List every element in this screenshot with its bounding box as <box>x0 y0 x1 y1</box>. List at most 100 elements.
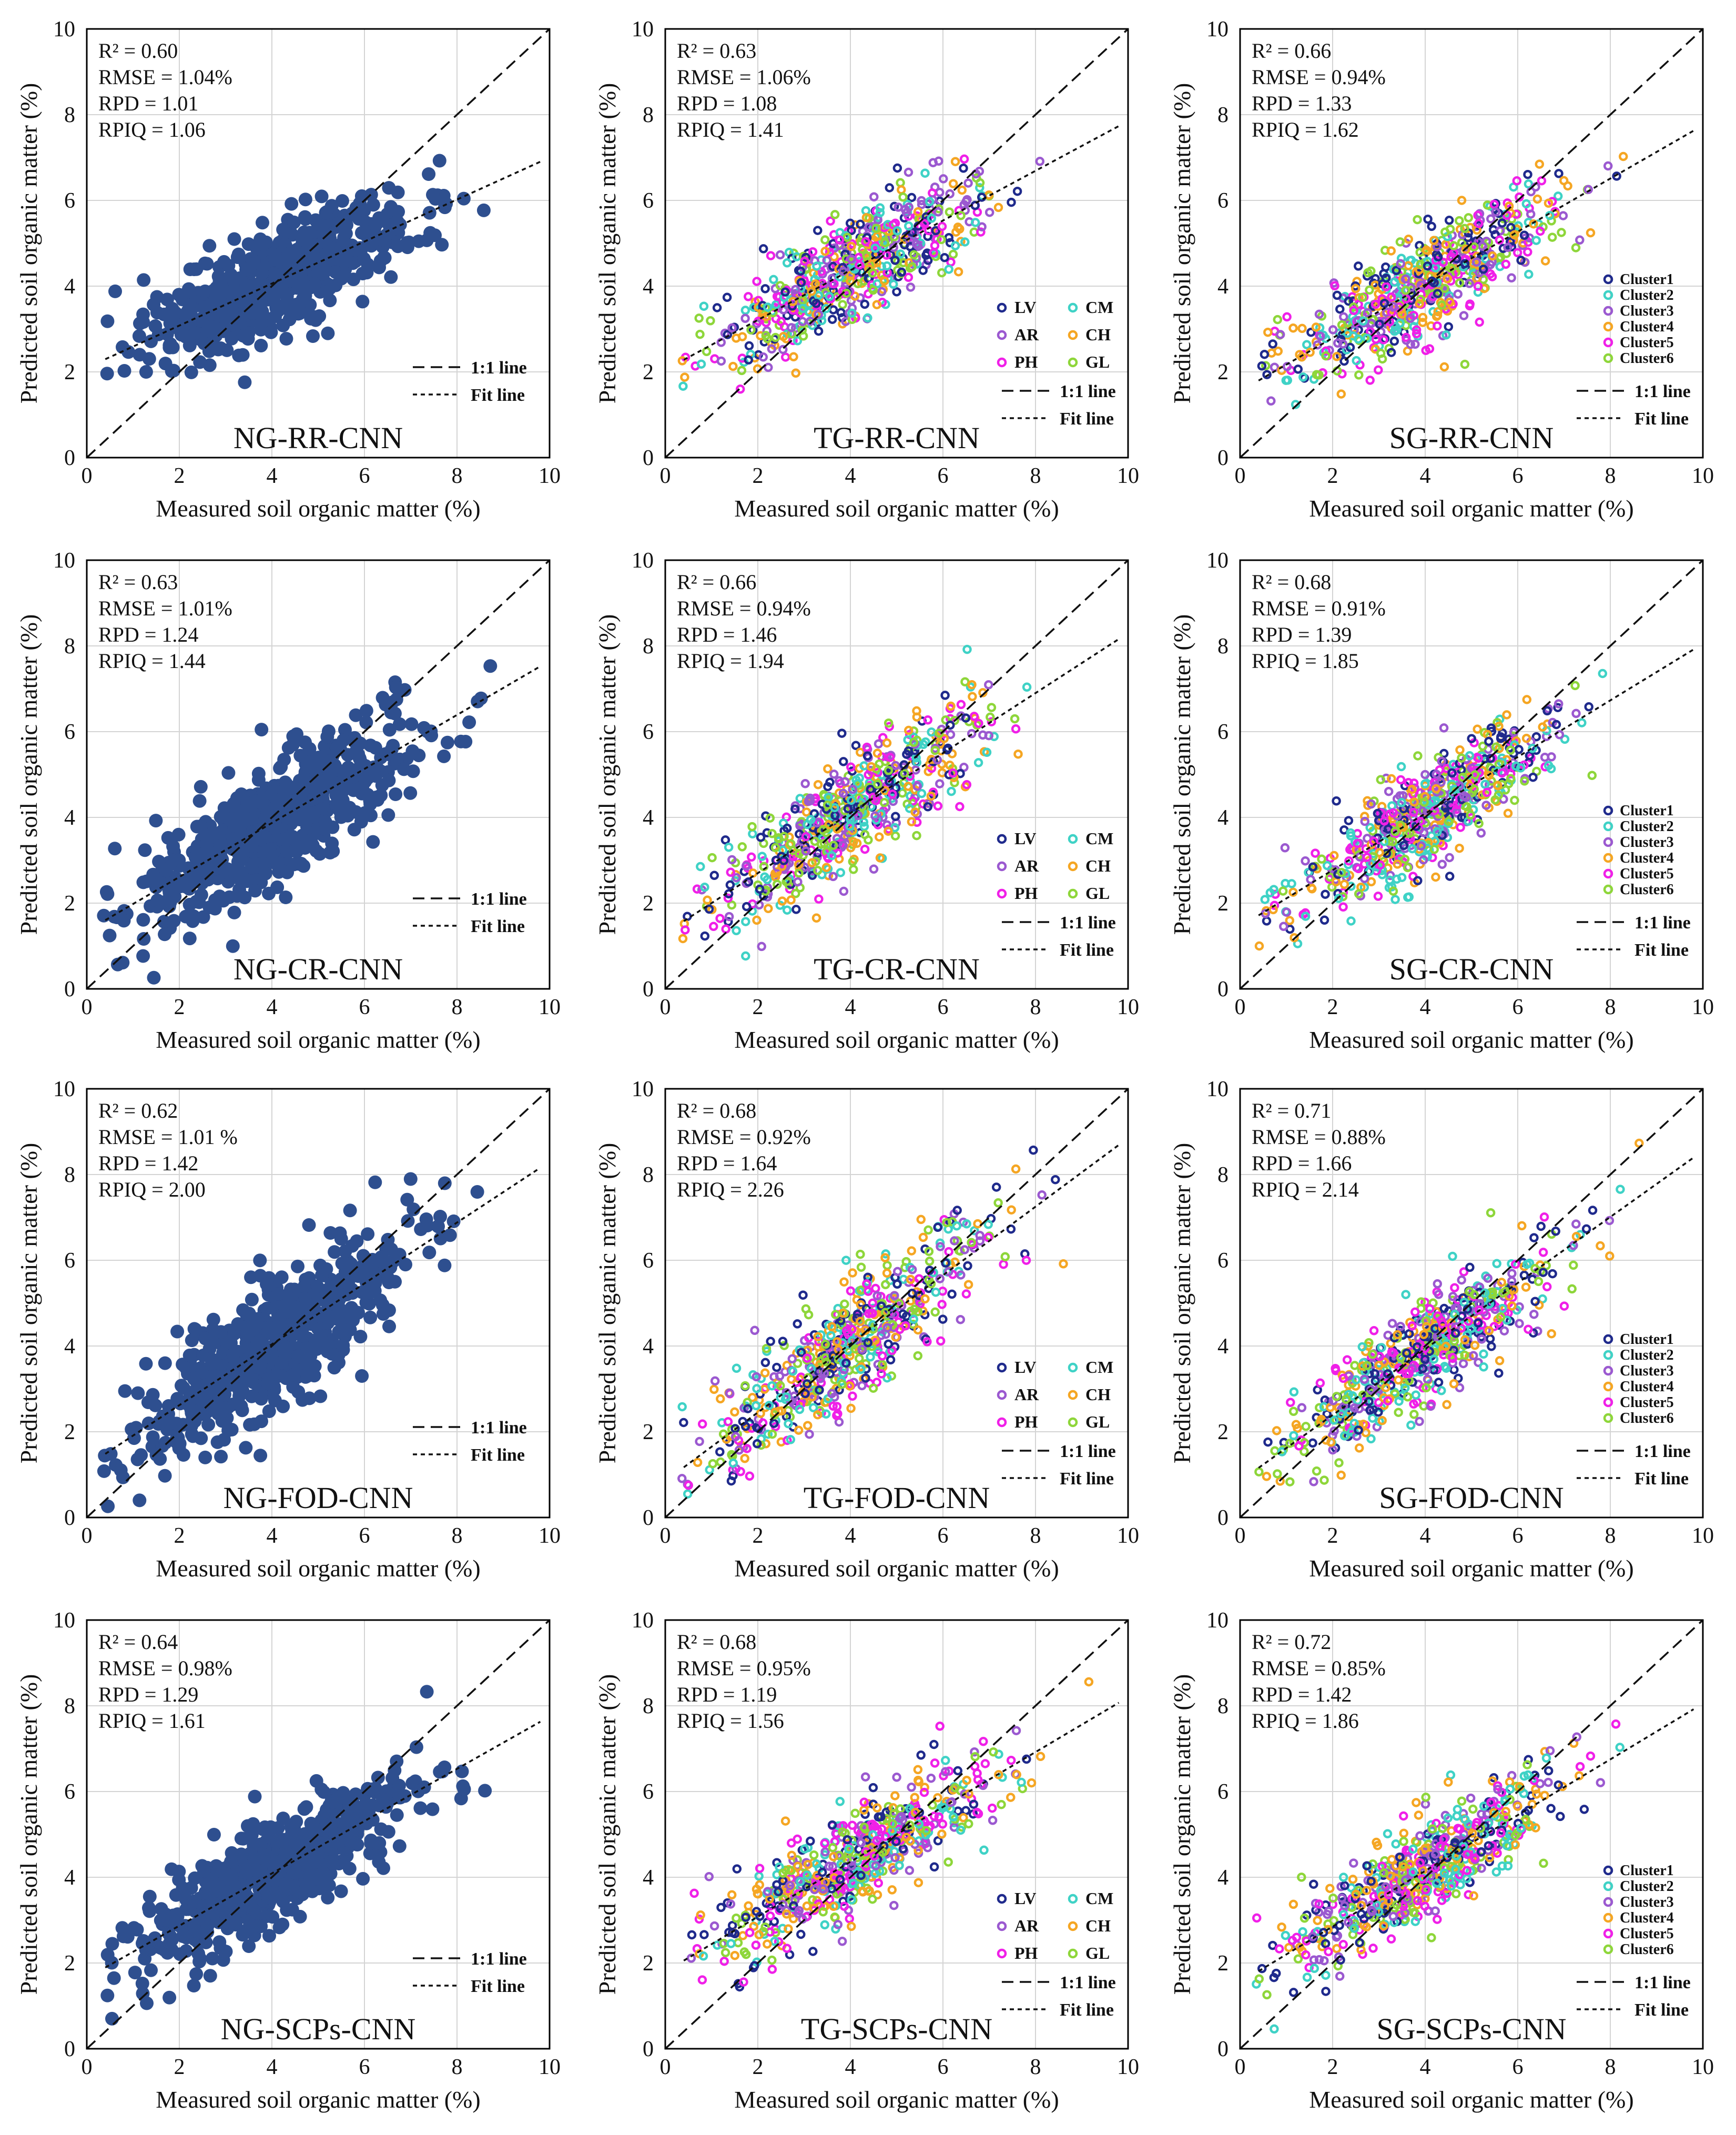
data-point <box>255 1414 268 1429</box>
data-point-cluster3 <box>1363 308 1373 318</box>
data-point-cm <box>883 220 893 229</box>
data-point <box>391 185 405 199</box>
data-point-ph <box>999 1259 1008 1269</box>
data-point-cm <box>769 275 778 285</box>
data-point-ar <box>724 912 734 922</box>
legend-label-ph: PH <box>1014 884 1038 903</box>
data-point-gl <box>779 832 789 841</box>
data-point-ch <box>759 1384 769 1394</box>
data-point <box>424 724 438 738</box>
stat-line: RPD = 1.33 <box>1252 92 1352 115</box>
data-point-gl <box>956 211 966 220</box>
data-point-gl <box>820 235 830 245</box>
legend-label-fit-line: Fit line <box>1060 940 1114 960</box>
data-point-cluster6 <box>1366 266 1376 276</box>
data-point <box>347 272 361 287</box>
data-point-ph <box>772 291 782 301</box>
data-point-lv <box>889 201 899 211</box>
data-point-gl <box>849 865 858 874</box>
data-point-ch <box>703 895 712 905</box>
data-point-cluster5 <box>1321 346 1331 356</box>
data-point <box>320 285 334 299</box>
data-point <box>208 902 222 916</box>
data-point <box>276 318 290 332</box>
data-point-ar <box>814 309 824 319</box>
data-point-ar <box>767 344 777 354</box>
data-point-ar <box>977 222 987 231</box>
data-point-cluster3 <box>1583 185 1593 195</box>
data-point <box>239 262 253 277</box>
data-point-ar <box>917 196 926 206</box>
data-point-cluster4 <box>1288 323 1298 333</box>
data-point-ch <box>807 287 816 296</box>
data-point-ar <box>869 864 879 874</box>
data-point <box>318 815 332 829</box>
data-point-cluster4 <box>1263 327 1273 337</box>
data-point-cluster6 <box>1460 359 1470 369</box>
data-point-lv <box>679 1418 688 1428</box>
x-tick-label: 4 <box>267 995 278 1019</box>
data-points <box>1257 151 1628 409</box>
data-point-ch <box>884 826 893 836</box>
data-point-ar <box>758 352 768 362</box>
x-tick-label: 6 <box>938 464 949 488</box>
data-point-cluster3 <box>1419 828 1429 837</box>
data-point-cm <box>882 261 892 271</box>
data-point-cluster3 <box>1558 211 1568 220</box>
data-point-cluster4 <box>1285 916 1295 925</box>
legend-marker-cluster3 <box>1603 837 1613 847</box>
data-point-cluster4 <box>1522 695 1532 704</box>
data-point-cluster6 <box>1464 213 1474 222</box>
data-point-ch <box>918 1232 928 1242</box>
data-points <box>100 154 491 389</box>
stat-line: R² = 0.62 <box>98 1099 178 1122</box>
data-point-ar <box>857 1381 867 1391</box>
data-point-cluster6 <box>1376 775 1386 785</box>
data-point-ar <box>805 1429 814 1439</box>
data-point-cluster1 <box>1414 269 1424 279</box>
data-point-ch <box>913 207 923 217</box>
data-point-cluster3 <box>1507 273 1516 283</box>
data-point-lv <box>940 252 949 262</box>
x-axis-label: Measured soil organic matter (%) <box>734 495 1059 522</box>
x-tick-label: 4 <box>845 464 856 488</box>
y-tick-label: 4 <box>64 275 75 299</box>
data-point <box>210 1435 225 1449</box>
data-point-ar <box>894 203 903 212</box>
data-point-ph <box>726 867 736 877</box>
data-point <box>133 1493 147 1507</box>
data-point-cluster2 <box>1395 318 1405 328</box>
data-point-cluster5 <box>1537 176 1547 186</box>
legend-label-ch: CH <box>1085 325 1111 344</box>
y-tick-label: 10 <box>632 17 654 42</box>
data-point <box>166 839 180 854</box>
data-point <box>254 1392 268 1406</box>
data-point-cluster1 <box>1506 222 1516 232</box>
data-point <box>187 1372 201 1386</box>
data-point-cluster1 <box>1467 734 1476 743</box>
legend-label-one-to-one-line: 1:1 line <box>1635 913 1691 933</box>
data-point <box>304 833 318 847</box>
data-point-cluster2 <box>1521 199 1531 209</box>
data-point-gl <box>948 249 958 259</box>
data-point <box>357 225 371 239</box>
data-point-ar <box>775 1371 785 1381</box>
data-point-ch <box>1011 1164 1021 1174</box>
data-point-gl <box>864 835 873 845</box>
data-point-lv <box>933 1222 942 1232</box>
data-point <box>158 927 172 942</box>
y-tick-label: 6 <box>64 720 75 744</box>
data-point-cluster4 <box>1418 318 1428 327</box>
data-point-ar <box>793 877 803 887</box>
data-point-lv <box>886 250 896 260</box>
data-point-cm <box>798 303 808 313</box>
data-point <box>361 257 375 271</box>
data-point-gl <box>830 210 840 219</box>
data-point-ph <box>745 1471 755 1481</box>
x-tick-label: 0 <box>660 464 671 488</box>
data-point-lv <box>907 193 917 203</box>
data-point-cluster1 <box>1516 256 1526 265</box>
